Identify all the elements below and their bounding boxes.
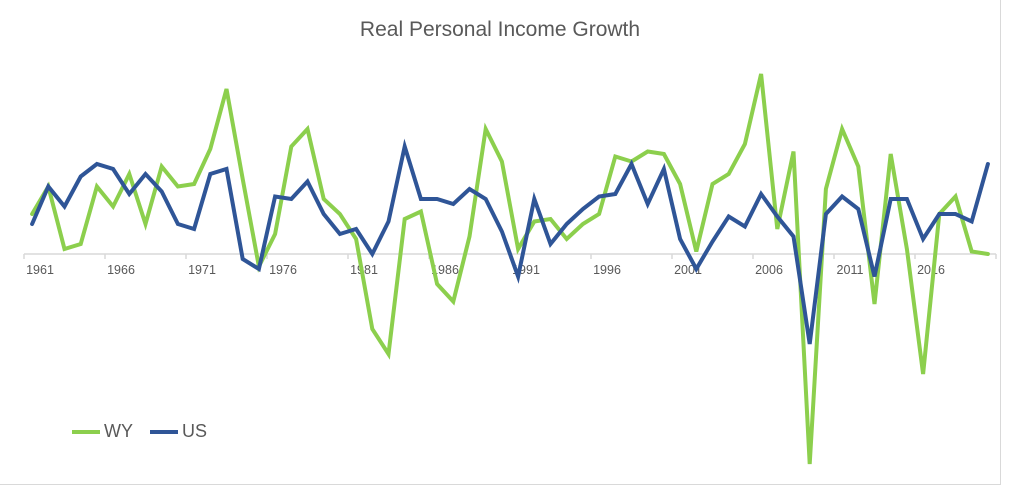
legend-swatch-us	[150, 429, 178, 434]
x-tick-label: 1961	[26, 263, 54, 277]
legend-label-wy: WY	[104, 421, 133, 441]
x-tick-label: 1971	[188, 263, 216, 277]
chart-frame	[0, 0, 1001, 485]
x-tick-label: 1986	[431, 263, 459, 277]
legend-label-us: US	[182, 421, 208, 441]
x-tick-label: 1966	[107, 263, 135, 277]
x-tick-label: 2006	[755, 263, 783, 277]
legend-item-us: US	[150, 421, 207, 442]
legend-item-wy: WY	[72, 421, 133, 442]
legend-swatch-wy	[72, 429, 100, 434]
x-tick-label: 1976	[269, 263, 297, 277]
x-tick-label: 1981	[350, 263, 378, 277]
x-tick-label: 2016	[917, 263, 945, 277]
series-line-wy	[30, 73, 990, 465]
chart-title: Real Personal Income Growth	[359, 18, 641, 41]
series-line-us	[30, 138, 990, 345]
x-tick-label: 2011	[837, 263, 864, 277]
x-tick-label: 1996	[593, 263, 621, 277]
